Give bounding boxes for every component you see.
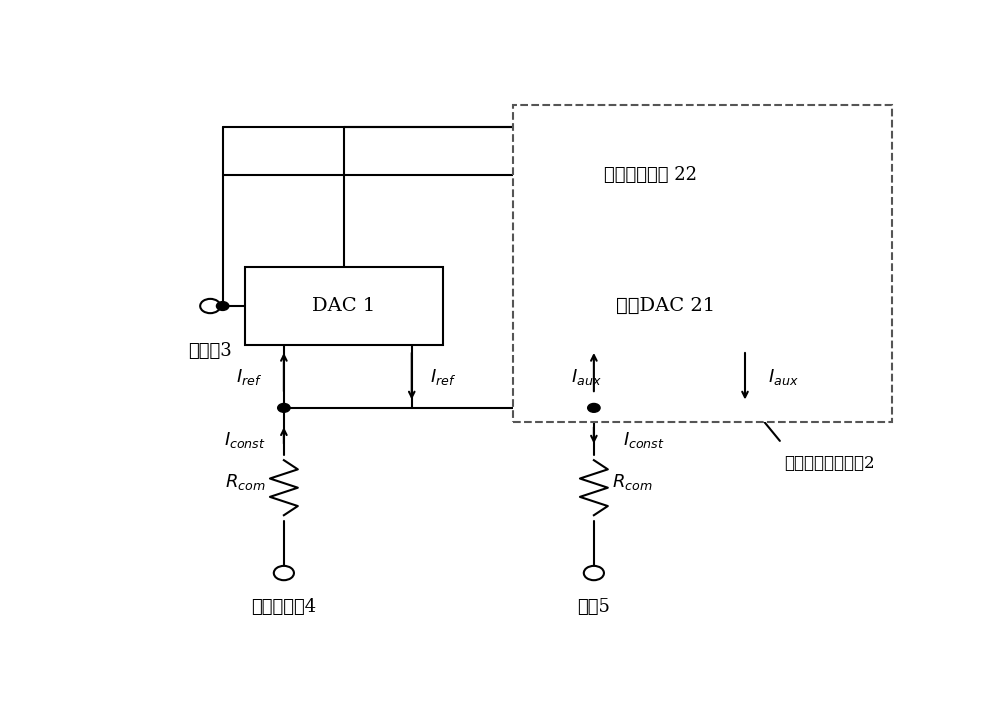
Text: $I_{aux}$: $I_{aux}$ — [571, 367, 601, 387]
Text: $I_{aux}$: $I_{aux}$ — [768, 367, 799, 387]
Text: 输入源3: 输入源3 — [188, 342, 232, 360]
Circle shape — [216, 302, 229, 310]
Text: 基准电流补偿电路2: 基准电流补偿电路2 — [784, 455, 874, 472]
Text: $I_{const}$: $I_{const}$ — [623, 430, 665, 450]
Text: DAC 1: DAC 1 — [312, 297, 376, 315]
FancyBboxPatch shape — [555, 267, 776, 345]
Text: 辅助DAC 21: 辅助DAC 21 — [616, 297, 715, 315]
Circle shape — [200, 299, 220, 313]
Text: $R_{com}$: $R_{com}$ — [225, 472, 265, 492]
Text: 地线5: 地线5 — [577, 598, 610, 616]
Circle shape — [588, 403, 600, 413]
Text: 基准电压源4: 基准电压源4 — [251, 598, 316, 616]
Text: $I_{const}$: $I_{const}$ — [224, 430, 266, 450]
FancyBboxPatch shape — [245, 267, 443, 345]
Circle shape — [274, 566, 294, 580]
Text: $I_{ref}$: $I_{ref}$ — [236, 367, 262, 387]
FancyBboxPatch shape — [540, 149, 761, 202]
Circle shape — [278, 403, 290, 413]
Text: 逻辑控制模块 22: 逻辑控制模块 22 — [604, 167, 697, 184]
FancyBboxPatch shape — [512, 105, 892, 422]
Text: $I_{ref}$: $I_{ref}$ — [430, 367, 456, 387]
Text: $R_{com}$: $R_{com}$ — [612, 472, 653, 492]
Circle shape — [584, 566, 604, 580]
